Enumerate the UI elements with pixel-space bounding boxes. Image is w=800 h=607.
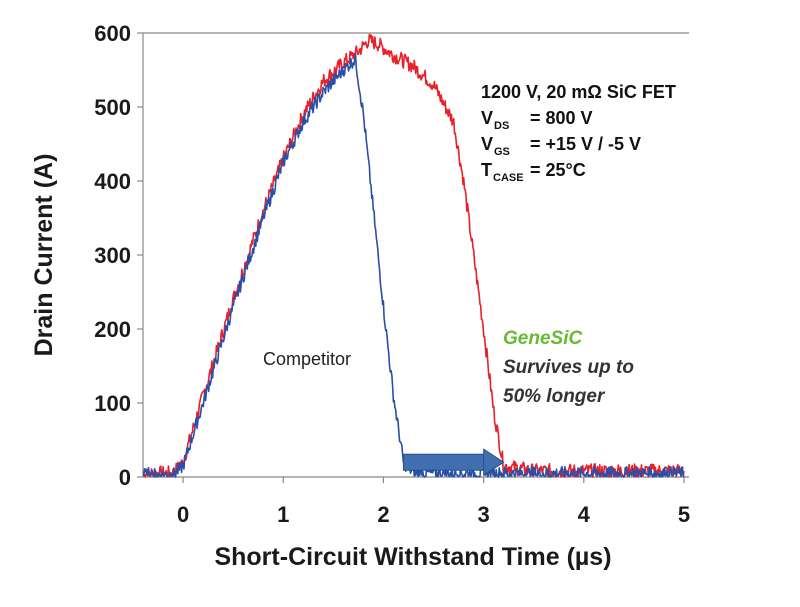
y-tick-label: 300 (94, 243, 131, 268)
y-tick-label: 400 (94, 169, 131, 194)
y-tick-label: 600 (94, 21, 131, 46)
x-tick-label: 5 (678, 502, 690, 527)
genesic-label: GeneSiC (503, 328, 582, 349)
spec-annotation: 1200 V, 20 mΩ SiC FET V DS = 800 V V GS … (481, 82, 676, 184)
x-tick-label: 1 (277, 502, 289, 527)
arrow-shaft (402, 453, 487, 471)
y-axis-title: Drain Current (A) (30, 154, 58, 357)
x-axis-title: Short-Circuit Withstand Time (µs) (214, 543, 611, 571)
tcase-symbol: T (481, 160, 492, 180)
genesic-callout: GeneSiC Survives up to 50% longer (503, 328, 634, 407)
x-tick-label: 2 (377, 502, 389, 527)
y-tick-label: 500 (94, 95, 131, 120)
withstand-arrow (402, 448, 505, 477)
vds-symbol: V (481, 108, 493, 128)
vgs-subscript: GS (494, 146, 510, 158)
vgs-symbol: V (481, 134, 493, 154)
x-tick-label: 3 (477, 502, 489, 527)
device-label: 1200 V, 20 mΩ SiC FET (481, 82, 676, 102)
x-tick-label: 0 (177, 502, 189, 527)
y-tick-label: 200 (94, 317, 131, 342)
y-tick-label: 100 (94, 391, 131, 416)
y-tick-label: 0 (119, 465, 131, 490)
survive-line-2: 50% longer (503, 386, 606, 407)
tcase-subscript: CASE (493, 172, 524, 184)
survive-line-1: Survives up to (503, 357, 634, 378)
vgs-value: = +15 V / -5 V (530, 134, 641, 154)
vds-subscript: DS (494, 120, 509, 132)
tick-layer: 0 100 200 300 400 500 600 0 1 2 3 4 5 (94, 21, 690, 527)
vds-value: = 800 V (530, 108, 593, 128)
series-line-blue (142, 52, 685, 478)
competitor-label: Competitor (263, 349, 351, 369)
tcase-value: = 25°C (530, 160, 586, 180)
x-tick-label: 4 (578, 502, 591, 527)
arrow-head (483, 448, 505, 477)
